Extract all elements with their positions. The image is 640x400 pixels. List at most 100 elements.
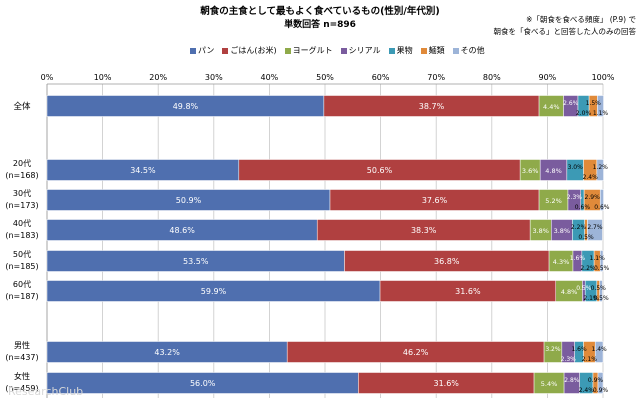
data-label: 1.1% [593,110,609,117]
watermark: ResearchClub [8,385,84,398]
bar-segment [599,250,604,272]
data-label: 1.6% [571,346,587,353]
legend-swatch [284,47,291,54]
legend-swatch [190,47,196,54]
category-label: 60代 [13,279,31,289]
x-tick-label: 0% [41,73,54,82]
data-label: 3.2% [545,346,561,353]
legend-item: パン [190,45,214,56]
data-label: 1.4% [591,346,607,353]
data-label: 0.9% [593,387,609,394]
legend-swatch [452,47,459,54]
chart-subtitle: 単数回答 n=896 [284,20,356,30]
data-label: 5.2% [545,197,562,205]
legend-item: その他 [452,45,485,56]
data-label: 31.6% [455,287,481,296]
data-label: 59.9% [201,287,227,296]
chart-legend: パン ごはん(お米) ヨーグルト シリアル 果物 麺類 その他 [190,45,485,56]
data-label: 4.4% [543,103,560,111]
category-label: 女性 [14,371,30,381]
data-label: 2.7% [587,224,603,231]
chart-title: 朝食の主食として最もよく食べているもの(性別/年代別) [200,6,440,17]
x-tick-label: 100% [592,73,615,82]
legend-swatch [222,47,229,54]
data-label: 3.8% [532,227,549,235]
data-label: 36.8% [434,257,460,266]
data-label: 0.5% [591,285,607,292]
x-tick-label: 20% [149,73,167,82]
data-label: 2.2% [580,265,596,272]
data-label: 4.3% [553,258,570,266]
data-label: 0.6% [594,204,610,211]
legend-item: シリアル [340,45,381,56]
legend-label: ヨーグルト [292,46,333,55]
data-label: 2.1% [582,356,598,363]
legend-item: ヨーグルト [284,45,333,56]
data-label: 2.3% [561,356,577,363]
x-tick-label: 50% [316,73,334,82]
x-tick-label: 10% [94,73,112,82]
data-label: 0.5% [593,295,609,302]
legend-label: シリアル [348,46,381,55]
data-label: 34.5% [130,166,156,175]
bar-segment [596,159,604,181]
data-label: 2.0% [576,110,592,117]
data-label: 1.1% [590,255,606,262]
bar-segment [594,341,604,363]
data-label: 0.5% [578,234,594,241]
data-label: 2.2% [571,224,587,231]
data-label: 43.2% [154,348,180,357]
legend-item: 麺類 [420,45,445,56]
data-label: 46.2% [403,348,429,357]
legend-item: 果物 [388,45,413,56]
data-label: 2.3% [567,194,583,201]
data-label: 50.9% [176,196,202,205]
data-label: 3.8% [554,227,571,235]
category-label: 20代 [13,158,31,168]
data-label: 3.0% [568,164,584,171]
category-label: 30代 [13,188,31,198]
category-label: 全体 [13,101,31,112]
data-label: 38.3% [411,226,437,235]
x-tick-label: 30% [205,73,223,82]
data-label: 49.8% [173,102,199,111]
legend-swatch [340,47,347,54]
data-label: 2.9% [585,194,601,201]
bar-segment [597,95,604,117]
data-label: 1.2% [593,164,609,171]
category-label: (n=187) [5,292,38,301]
data-label: 0.5% [576,285,592,292]
legend-label: その他 [460,46,485,55]
data-label: 1.6% [570,255,586,262]
chart-note-2: 朝食を「食べる」と回答した人のみの回答 [493,27,637,36]
data-label: 38.7% [419,102,445,111]
bar-segment [597,372,604,394]
legend-swatch [420,47,427,54]
data-label: 56.0% [190,379,216,388]
category-label: 50代 [13,249,31,259]
data-label: 4.8% [561,288,578,296]
data-label: 2.4% [583,174,599,181]
data-label: 0.5% [594,265,610,272]
x-tick-label: 60% [372,73,390,82]
data-label: 48.6% [169,226,195,235]
bar-segment [599,280,603,302]
data-label: 3.6% [522,167,539,175]
category-label: (n=459) [5,384,38,393]
data-label: 50.6% [367,166,393,175]
data-label: 5.4% [541,380,558,388]
legend-label: 麺類 [428,46,445,55]
data-label: 2.4% [579,387,595,394]
category-label: (n=185) [5,262,38,271]
data-label: 2.8% [564,377,580,384]
x-tick-label: 40% [261,73,279,82]
category-label: (n=437) [5,353,38,362]
data-label: 2.6% [563,100,579,107]
category-label: (n=183) [5,231,38,240]
legend-item: ごはん(お米) [222,45,277,56]
x-tick-label: 80% [483,73,501,82]
category-label: (n=173) [5,201,38,210]
data-label: 1.5% [586,100,602,107]
legend-swatch [388,47,395,54]
